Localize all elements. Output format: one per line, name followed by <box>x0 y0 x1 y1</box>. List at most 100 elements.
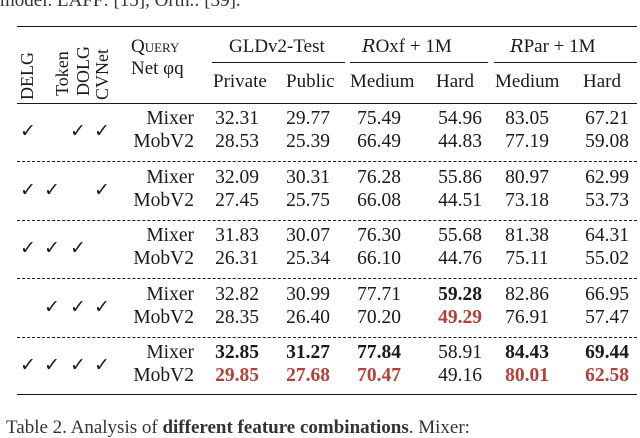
col-header-cvnet: CVNet <box>92 49 112 100</box>
check-mark-delg: ✓ <box>20 354 36 376</box>
caption-prefix: Table 2. Analysis of <box>6 417 163 438</box>
table-cell: 62.99 <box>585 166 629 188</box>
check-mark-delg: ✓ <box>20 237 36 259</box>
table-cell: 53.73 <box>585 189 629 211</box>
table-cell: 75.11 <box>505 248 549 269</box>
check-mark-token: ✓ <box>44 237 60 259</box>
group-header-rpar-prefix: R <box>510 36 524 57</box>
table-cell: 31.27 <box>286 342 330 363</box>
col-header-token: Token <box>52 51 72 96</box>
table-cell: 30.07 <box>286 225 330 246</box>
table-cell: 30.31 <box>286 166 330 188</box>
query-net-cell: MobV2 <box>133 365 194 386</box>
col-header-dolg: DOLG <box>73 46 93 96</box>
query-net-cell: MobV2 <box>133 189 194 211</box>
table-cell: 30.99 <box>286 283 330 305</box>
check-mark-dolg: ✓ <box>70 295 86 318</box>
group-separator <box>17 336 637 338</box>
table-cell: 54.96 <box>438 108 482 129</box>
table-cell: 32.31 <box>215 108 259 129</box>
table-cell: 49.16 <box>438 365 482 386</box>
table-cell: 76.30 <box>357 225 401 246</box>
query-net-header-line2: Net φq <box>131 58 184 79</box>
table-cell: 62.58 <box>585 365 629 386</box>
rpar-underline <box>494 62 637 64</box>
table-cell: 55.02 <box>585 248 629 269</box>
table-bottom-rule <box>17 394 637 396</box>
caption-bold: different feature combinations <box>162 417 409 438</box>
table-cell: 81.38 <box>505 225 549 246</box>
table-top-rule <box>17 26 637 28</box>
query-net-cell: Mixer <box>146 342 194 363</box>
group-header-roxf-prefix: R <box>362 36 376 57</box>
table-cell: 75.49 <box>357 108 401 129</box>
table-cell: 28.53 <box>215 131 259 152</box>
table-cell: 25.34 <box>286 248 330 269</box>
header-bottom-rule <box>17 103 637 105</box>
table-cell: 66.10 <box>357 248 401 269</box>
caption-suffix: . Mixer: <box>408 417 470 438</box>
table-cell: 44.83 <box>438 131 482 152</box>
table-cell: 77.71 <box>357 283 401 305</box>
table-cell: 32.82 <box>215 283 259 305</box>
table-cell: 84.43 <box>505 342 549 363</box>
gldv2-underline <box>212 62 345 64</box>
roxf-underline <box>350 62 488 64</box>
table-cell: 26.31 <box>215 248 259 269</box>
table-cell: 73.18 <box>505 189 549 211</box>
table-caption: Table 2. Analysis of different feature c… <box>6 418 470 437</box>
table-cell: 49.29 <box>438 306 482 328</box>
group-separator <box>17 219 637 221</box>
group-header-roxf-label: Oxf + 1M <box>375 36 452 57</box>
table-cell: 29.77 <box>286 108 330 129</box>
query-net-cell: MobV2 <box>133 131 194 152</box>
table-cell: 25.75 <box>286 189 330 211</box>
query-net-header: Query <box>131 36 180 57</box>
table-cell: 69.44 <box>585 342 629 363</box>
check-mark-token: ✓ <box>44 178 60 201</box>
table-cell: 57.47 <box>585 306 629 328</box>
check-mark-delg: ✓ <box>20 120 36 142</box>
table-cell: 59.08 <box>585 131 629 152</box>
table-cell: 55.86 <box>438 166 482 188</box>
sub-header-rpar-hard: Hard <box>583 71 621 92</box>
check-mark-token: ✓ <box>44 295 60 318</box>
table-cell: 80.01 <box>505 365 549 386</box>
table-cell: 70.20 <box>357 306 401 328</box>
group-header-roxf: ROxf + 1M <box>362 37 452 56</box>
table-cell: 80.97 <box>505 166 549 188</box>
check-mark-cvnet: ✓ <box>94 178 110 201</box>
table-cell: 31.83 <box>215 225 259 246</box>
check-mark-cvnet: ✓ <box>94 120 110 142</box>
table-cell: 59.28 <box>438 283 482 305</box>
preceding-text: model. LAFF: [15], Orth.: [39]. <box>0 0 241 11</box>
table-cell: 67.21 <box>585 108 629 129</box>
sub-header-private: Private <box>213 71 267 92</box>
table-cell: 26.40 <box>286 306 330 328</box>
table-cell: 66.08 <box>357 189 401 211</box>
table-cell: 28.35 <box>215 306 259 328</box>
group-header-gldv2-label: GLDv2-Test <box>229 36 325 57</box>
table-cell: 76.28 <box>357 166 401 188</box>
check-mark-cvnet: ✓ <box>94 295 110 318</box>
table-cell: 64.31 <box>585 225 629 246</box>
query-net-cell: MobV2 <box>133 248 194 269</box>
query-net-cell: Mixer <box>146 166 194 188</box>
check-mark-delg: ✓ <box>20 178 36 201</box>
check-mark-dolg: ✓ <box>70 237 86 259</box>
table-cell: 66.49 <box>357 131 401 152</box>
table-cell: 76.91 <box>505 306 549 328</box>
group-header-rpar-label: Par + 1M <box>523 36 596 57</box>
table-cell: 83.05 <box>505 108 549 129</box>
group-header-rpar: RPar + 1M <box>510 37 596 56</box>
group-separator <box>17 161 637 162</box>
check-mark-cvnet: ✓ <box>94 354 110 376</box>
table-cell: 32.85 <box>215 342 259 363</box>
col-header-delg: DELG <box>17 52 37 100</box>
sub-header-roxf-hard: Hard <box>436 71 474 92</box>
table-cell: 44.51 <box>438 189 482 211</box>
table-cell: 70.47 <box>357 365 401 386</box>
check-mark-dolg: ✓ <box>70 120 86 142</box>
table-cell: 58.91 <box>438 342 482 363</box>
table-cell: 82.86 <box>505 283 549 305</box>
